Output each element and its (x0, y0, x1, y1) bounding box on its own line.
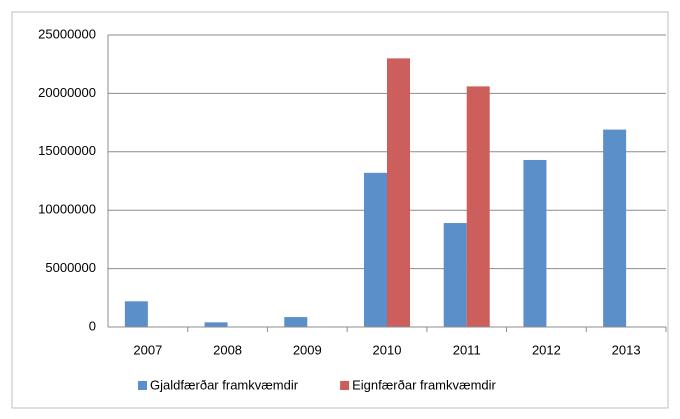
bar (523, 159, 547, 327)
y-tick-label: 15000000 (38, 143, 96, 158)
bar (466, 86, 490, 327)
bar (387, 58, 410, 328)
y-tick-label: 20000000 (38, 85, 96, 100)
y-tick-label: 5000000 (45, 260, 96, 275)
x-tick-label: 2008 (213, 342, 242, 357)
bar (364, 172, 387, 327)
bar (603, 129, 627, 327)
x-tick-label: 2010 (373, 342, 402, 357)
bar (284, 317, 308, 327)
legend-label: Gjaldfærðar framkvæmdir (150, 377, 299, 392)
bar (124, 301, 148, 327)
legend-label: Eignfærðar framkvæmdir (352, 377, 496, 392)
x-tick-label: 2007 (133, 342, 162, 357)
x-tick-label: 2011 (453, 342, 481, 357)
x-tick-label: 2012 (532, 342, 561, 357)
y-tick-label: 0 (89, 318, 96, 333)
y-tick-label: 10000000 (38, 202, 96, 217)
y-tick-label: 25000000 (38, 26, 96, 41)
legend-swatch (138, 381, 147, 390)
x-tick-label: 2013 (612, 342, 641, 357)
bar (443, 223, 467, 327)
bar (204, 322, 228, 327)
legend-swatch (340, 381, 350, 390)
x-tick-label: 2009 (293, 342, 322, 357)
